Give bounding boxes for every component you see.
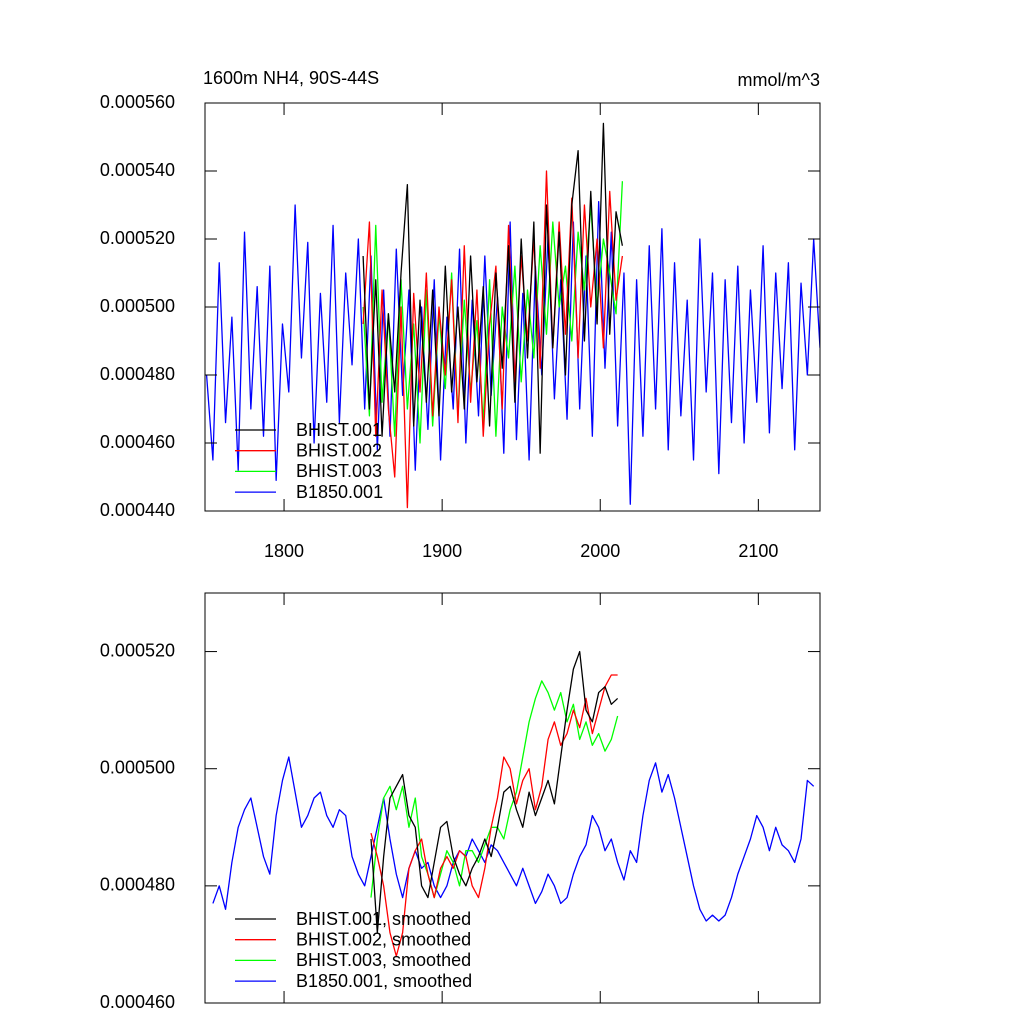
- x-tick-label: 1900: [422, 541, 462, 561]
- chart-title: 1600m NH4, 90S-44S: [203, 68, 379, 88]
- data-line: [370, 650, 619, 934]
- legend-label: B1850.001, smoothed: [296, 971, 472, 991]
- y-tick-label: 0.000480: [100, 875, 175, 895]
- y-tick-label: 0.000480: [100, 364, 175, 384]
- legend-label: BHIST.003, smoothed: [296, 950, 471, 970]
- y-tick-label: 0.000500: [100, 296, 175, 316]
- y-tick-label: 0.000440: [100, 500, 175, 520]
- data-line: [362, 170, 624, 509]
- y-tick-label: 0.000520: [100, 228, 175, 248]
- y-tick-label: 0.000460: [100, 432, 175, 452]
- plot-frame: [204, 592, 821, 1004]
- y-tick-label: 0.000500: [100, 757, 175, 777]
- legend-label: BHIST.003: [296, 461, 382, 481]
- y-tick-label: 0.000540: [100, 160, 175, 180]
- legend-label: BHIST.001: [296, 420, 382, 440]
- data-line: [370, 680, 619, 899]
- x-tick-label: 1800: [264, 541, 304, 561]
- y-tick-label: 0.000560: [100, 92, 175, 112]
- y-tick-label: 0.000520: [100, 640, 175, 660]
- legend-label: B1850.001: [296, 482, 383, 502]
- data-line: [362, 122, 624, 454]
- x-tick-label: 2000: [580, 541, 620, 561]
- x-tick-label: 2100: [738, 541, 778, 561]
- legend-label: BHIST.002, smoothed: [296, 929, 471, 949]
- data-line: [370, 674, 618, 957]
- y-tick-label: 0.000460: [100, 992, 175, 1012]
- legend-label: BHIST.001, smoothed: [296, 909, 471, 929]
- data-line: [212, 756, 815, 922]
- units-label: mmol/m^3: [738, 70, 820, 90]
- legend-label: BHIST.002: [296, 440, 382, 460]
